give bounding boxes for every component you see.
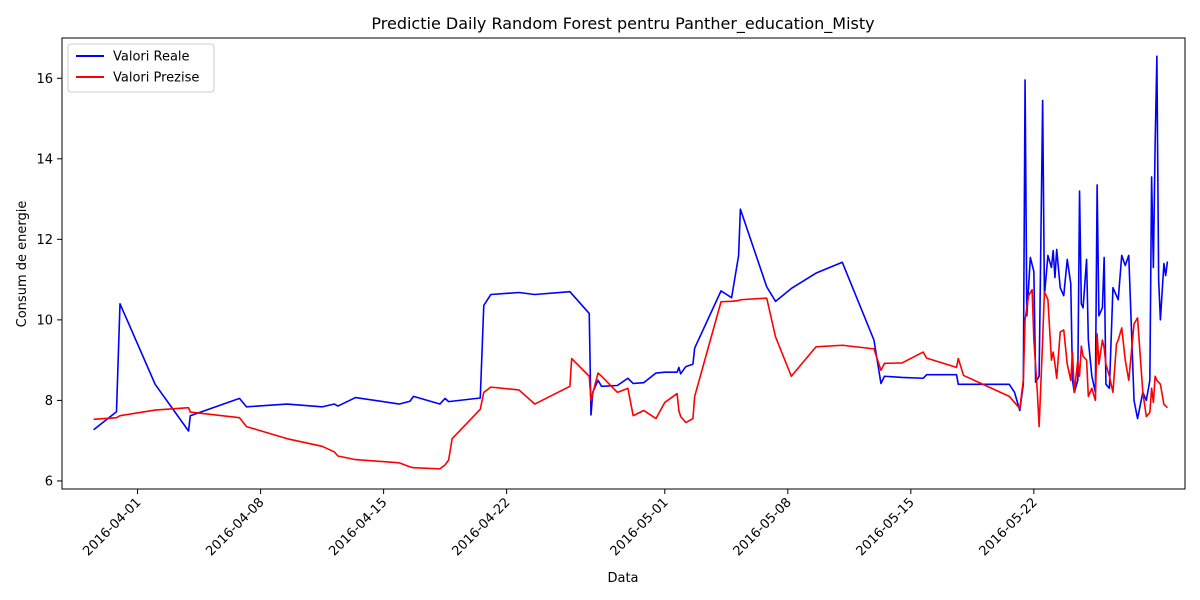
x-tick-label: 2016-05-01 [608,495,672,559]
series-line-valori-reale [93,55,1169,432]
y-tick-label: 6 [45,474,53,489]
y-tick-label: 14 [36,152,53,167]
y-axis-label: Consum de energie [15,201,30,328]
plot-frame [61,37,1186,490]
legend: Valori Reale Valori Prezise [67,43,215,93]
y-tick-label: 8 [45,394,53,409]
legend-label: Valori Reale [113,50,190,65]
x-tick-label: 2016-05-15 [854,495,918,559]
x-axis-label: Data [607,571,638,586]
chart-title: Predictie Daily Random Forest pentru Pan… [371,14,874,34]
x-tick-label: 2016-04-08 [203,495,267,559]
y-tick-label: 12 [36,233,53,248]
x-tick-label: 2016-04-01 [80,495,144,559]
series-layer [93,55,1169,470]
x-tick-label: 2016-05-08 [731,495,795,559]
y-tick-label: 16 [36,72,53,87]
y-tick-label: 10 [36,313,53,328]
series-line-valori-prezise [93,288,1168,470]
y-axis: 6 8 10 12 14 16 [36,72,62,489]
legend-label: Valori Prezise [113,71,199,86]
x-axis: 2016-04-01 2016-04-08 2016-04-15 2016-04-22… [80,489,1041,559]
x-tick-label: 2016-04-15 [326,495,390,559]
x-tick-label: 2016-05-22 [977,495,1041,559]
legend-box [67,43,215,93]
x-tick-label: 2016-04-22 [449,495,513,559]
